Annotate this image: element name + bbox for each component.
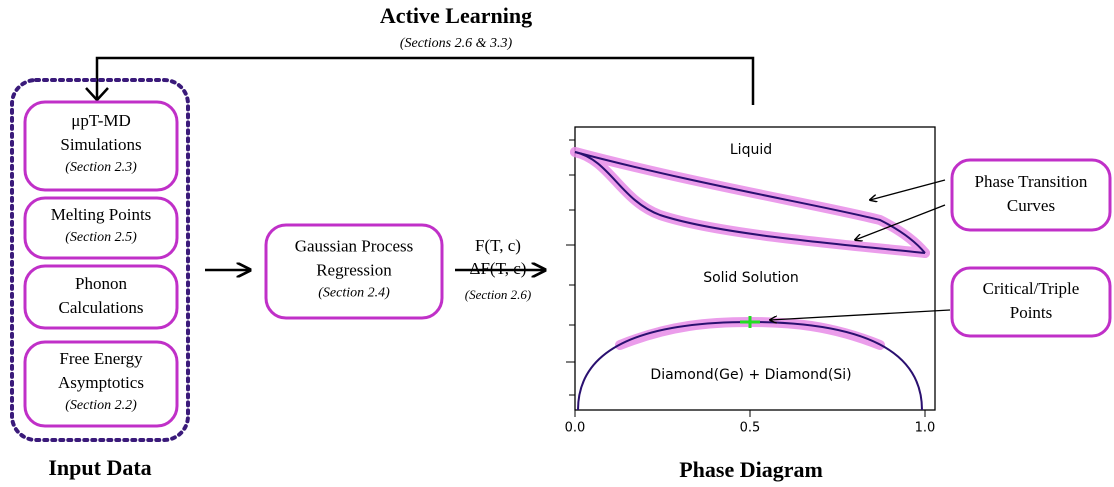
callout-arrow [870,179,946,200]
box-line: Simulations [60,135,141,154]
callout-box [950,266,1112,338]
x-tick-label: 1.0 [915,421,936,436]
box-line: Critical/Triple [983,279,1080,298]
x-ticks [574,410,926,417]
box-line: μpT-MD [71,111,131,130]
feedback-title: Active Learning [380,3,532,28]
callout-arrow [855,204,946,240]
input-box [23,100,179,192]
box-line: Asymptotics [58,373,144,392]
phase-label: Phase Diagram [679,457,823,482]
feedback-subtitle: (Sections 2.6 & 3.3) [400,36,513,51]
y-ticks [566,139,575,396]
feedback-arrow [95,56,755,105]
region-label: Liquid [730,142,772,158]
input-box [23,196,179,260]
box-line: Phonon [75,274,127,293]
critical-point [740,316,760,328]
transfer-section: (Section 2.6) [465,287,531,302]
input-box [23,340,179,428]
box-section: (Section 2.3) [65,160,137,175]
plot-frame [574,126,936,411]
region-label: Solid Solution [703,270,799,286]
box-section: (Section 2.2) [65,398,137,413]
input-label: Input Data [48,455,151,480]
transfer-line: F(T, c) [475,236,521,255]
box-line: Free Energy [59,349,143,368]
gpr-box [264,223,444,320]
box-line: Calculations [59,298,144,317]
box-line: Points [1010,303,1053,322]
callout-box [950,158,1112,232]
box-line: Gaussian Process [295,236,414,255]
transfer-line: ΔF(T, c) [470,259,527,278]
input-box [23,264,179,330]
callout-arrow [770,309,951,320]
input-group [10,78,190,442]
region-label: Diamond(Ge) + Diamond(Si) [650,367,851,383]
x-tick-label: 0.5 [740,421,761,436]
feedback-arrowhead [85,87,109,102]
x-tick-label: 0.0 [565,421,586,436]
box-line: Regression [316,260,392,279]
box-section: (Section 2.5) [65,230,137,245]
box-line: Phase Transition [975,172,1088,191]
box-line: Curves [1007,196,1055,215]
box-line: Melting Points [51,205,152,224]
box-section: (Section 2.4) [318,286,390,301]
